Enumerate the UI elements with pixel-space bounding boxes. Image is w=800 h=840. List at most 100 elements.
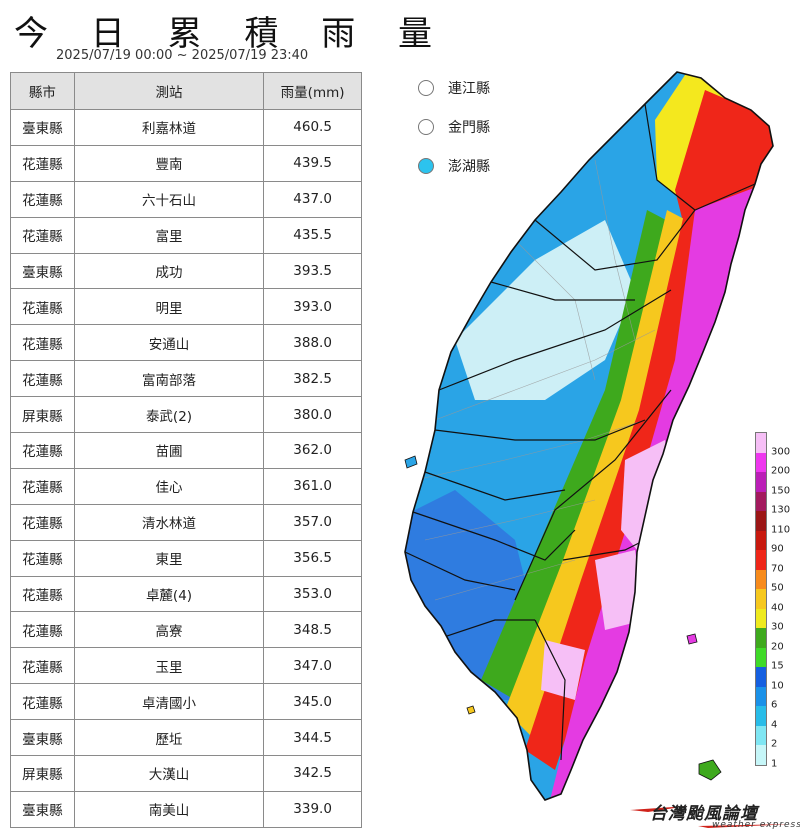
time-range: 2025/07/19 00:00 ~ 2025/07/19 23:40 <box>56 48 309 63</box>
table-row: 臺東縣 南美山 339.0 <box>10 790 362 828</box>
table-row: 花蓮縣 玉里 347.0 <box>10 647 362 685</box>
table-row: 花蓮縣 安通山 388.0 <box>10 324 362 362</box>
legend-swatch <box>756 725 766 745</box>
legend-level-label: 4 <box>771 719 778 730</box>
legend-swatch <box>756 433 766 453</box>
county-cell: 花蓮縣 <box>10 180 75 218</box>
station-cell: 南美山 <box>73 790 265 828</box>
page-title: 今 日 累 積 雨 量 <box>14 14 449 54</box>
table-row: 花蓮縣 豐南 439.5 <box>10 144 362 182</box>
county-cell: 屏東縣 <box>10 755 75 792</box>
logo-subtext: weather express <box>712 820 800 830</box>
legend-level-label: 50 <box>771 582 784 594</box>
table-row: 花蓮縣 明里 393.0 <box>10 288 362 326</box>
legend-level-label: 90 <box>771 543 784 555</box>
island-color-dot <box>418 158 434 174</box>
county-cell: 花蓮縣 <box>10 360 75 398</box>
station-cell: 泰武(2) <box>73 396 265 434</box>
green-island <box>686 633 698 645</box>
legend-swatch <box>756 550 766 570</box>
table-row: 花蓮縣 六十石山 437.0 <box>10 180 362 218</box>
legend-level-label: 150 <box>771 485 791 496</box>
county-cell: 花蓮縣 <box>10 432 75 469</box>
taiwan-outline <box>404 71 774 801</box>
county-cell: 花蓮縣 <box>10 647 75 685</box>
table-header-row: 縣市 測站 雨量(mm) <box>10 72 362 110</box>
legend-level-label: 20 <box>771 641 784 652</box>
legend-swatch <box>756 452 766 472</box>
header-station: 測站 <box>73 72 265 110</box>
county-cell: 花蓮縣 <box>10 324 75 362</box>
station-cell: 東里 <box>73 539 265 577</box>
legend-level-label: 30 <box>771 621 784 633</box>
rainfall-cell: 393.0 <box>263 288 362 326</box>
station-cell: 卓清國小 <box>73 683 265 721</box>
county-cell: 花蓮縣 <box>10 683 75 721</box>
legend-swatch <box>756 530 766 550</box>
station-cell: 明里 <box>73 288 265 326</box>
legend-level-label: 2 <box>771 738 778 750</box>
rainfall-cell: 356.5 <box>263 539 362 577</box>
rainfall-cell: 393.5 <box>263 252 362 290</box>
coastal-islet <box>404 455 418 469</box>
legend-level-label: 110 <box>771 524 791 535</box>
rainfall-cell: 388.0 <box>263 324 362 362</box>
station-cell: 歷坵 <box>73 719 265 757</box>
rainfall-cell: 435.5 <box>263 216 362 254</box>
header-rainfall: 雨量(mm) <box>263 72 362 110</box>
county-cell: 花蓮縣 <box>10 467 75 505</box>
legend-level-label: 300 <box>771 446 791 457</box>
county-cell: 臺東縣 <box>10 790 75 828</box>
rainfall-cell: 339.0 <box>263 790 362 828</box>
table-row: 花蓮縣 富南部落 382.5 <box>10 360 362 398</box>
legend-level-label: 6 <box>771 699 778 711</box>
legend-swatch <box>756 745 766 765</box>
legend-swatch <box>756 511 766 531</box>
county-cell: 屏東縣 <box>10 396 75 434</box>
rainfall-cell: 348.5 <box>263 611 362 649</box>
county-cell: 臺東縣 <box>10 109 75 146</box>
rainfall-cell: 361.0 <box>263 467 362 505</box>
legend-swatch <box>756 706 766 726</box>
island-name: 金門縣 <box>448 120 490 136</box>
island-lienchiang: 連江縣 <box>418 78 490 98</box>
legend-swatch <box>756 472 766 492</box>
county-cell: 臺東縣 <box>10 252 75 290</box>
table-row: 屏東縣 大漢山 342.5 <box>10 755 362 792</box>
station-cell: 苗圃 <box>73 432 265 469</box>
legend-swatch <box>756 628 766 648</box>
county-cell: 花蓮縣 <box>10 575 75 613</box>
station-cell: 大漢山 <box>73 755 265 792</box>
rainfall-cell: 357.0 <box>263 503 362 541</box>
legend-level-label: 130 <box>771 504 791 516</box>
logo-swoosh <box>630 806 793 828</box>
map-low-zone <box>455 220 635 400</box>
rainfall-cell: 347.0 <box>263 647 362 685</box>
taiwan-rainfall-map <box>404 71 774 801</box>
legend-level-label: 10 <box>771 680 784 691</box>
table-row: 花蓮縣 高寮 348.5 <box>10 611 362 649</box>
county-cell: 花蓮縣 <box>10 611 75 649</box>
station-cell: 利嘉林道 <box>73 109 265 146</box>
station-cell: 六十石山 <box>73 180 265 218</box>
station-cell: 富里 <box>73 216 265 254</box>
island-kinmen: 金門縣 <box>418 117 490 137</box>
rainfall-cell: 353.0 <box>263 575 362 613</box>
table-row: 花蓮縣 清水林道 357.0 <box>10 503 362 541</box>
station-cell: 卓麓(4) <box>73 575 265 613</box>
header-county: 縣市 <box>10 72 75 110</box>
table-row: 臺東縣 利嘉林道 460.5 <box>10 109 362 146</box>
station-cell: 成功 <box>73 252 265 290</box>
legend-level-label: 15 <box>771 660 784 672</box>
county-borders <box>405 103 756 761</box>
station-cell: 佳心 <box>73 467 265 505</box>
map-green-band <box>481 210 685 700</box>
table-row: 花蓮縣 卓清國小 345.0 <box>10 683 362 721</box>
county-cell: 花蓮縣 <box>10 539 75 577</box>
station-cell: 富南部落 <box>73 360 265 398</box>
station-cell: 玉里 <box>73 647 265 685</box>
county-cell: 臺東縣 <box>10 719 75 757</box>
rainfall-cell: 344.5 <box>263 719 362 757</box>
logo-text: 台灣颱風論壇 <box>650 804 758 824</box>
legend-swatch <box>756 569 766 589</box>
